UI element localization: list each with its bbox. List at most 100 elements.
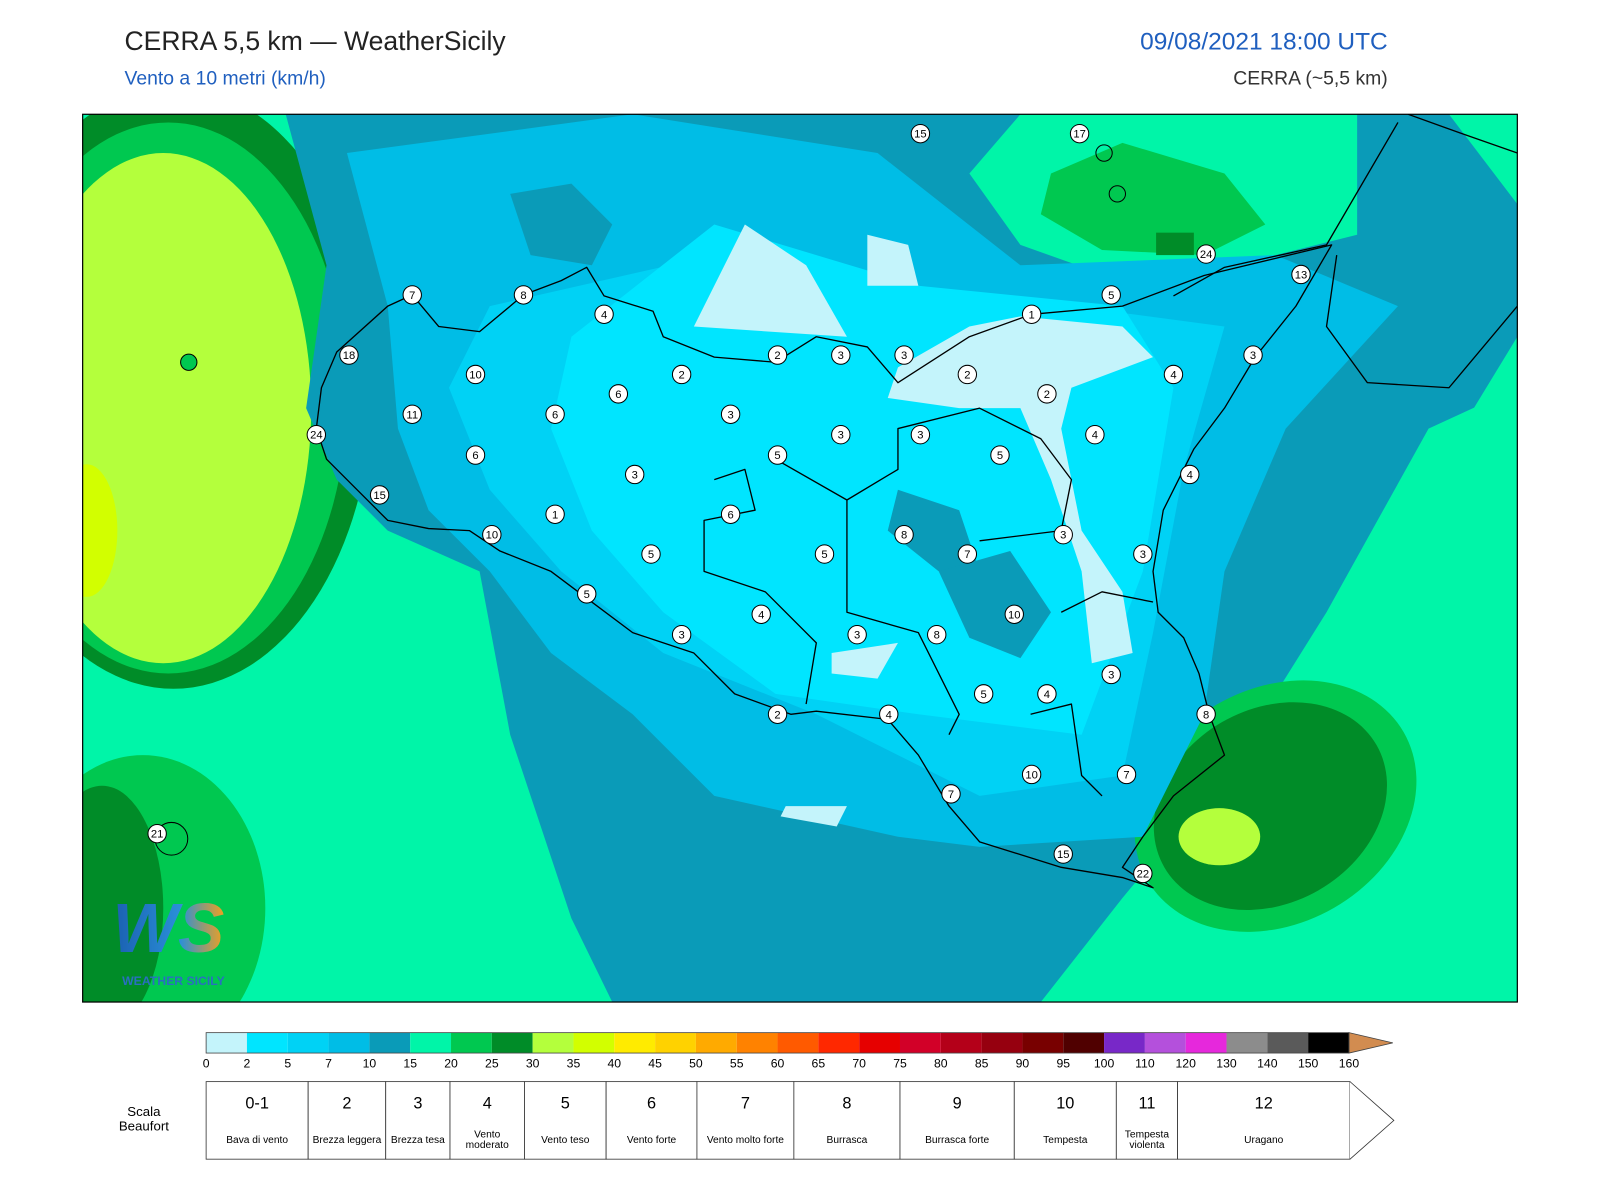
station-marker [720, 504, 741, 524]
colorbar: 0 2 5 7 10 15 20 25 30 35 40 45 50 55 60 65 70 75 80 85 90 95… [203, 1032, 1393, 1071]
subtitle: Vento a 10 metri (km/h) [124, 68, 325, 90]
beaufort-name-box: Uragano [1244, 1134, 1284, 1146]
colorbar-tick-label: 65 [812, 1057, 826, 1071]
colorbar-cell [1308, 1032, 1349, 1054]
station-marker [1133, 544, 1153, 564]
station-marker [1004, 604, 1024, 624]
beaufort-force: 9 [953, 1094, 962, 1112]
beaufort-name-box: Bava di vento [226, 1134, 289, 1146]
colorbar-cell [573, 1032, 615, 1054]
island [1095, 144, 1113, 162]
colorbar-cell [1185, 1032, 1227, 1054]
beaufort-name-box: Vento moderato [466, 1130, 509, 1150]
colorbar-cell [287, 1032, 329, 1054]
station-marker [577, 584, 597, 604]
station-value: 15 [914, 129, 926, 141]
beaufort-force: 6 [647, 1094, 656, 1112]
content: CERRA 5,5 km — WeatherSicily Vento a 10 … [82, 26, 1518, 1160]
station-marker [339, 345, 359, 365]
beaufort-name: Tempesta [1043, 1134, 1088, 1146]
station-value: 1 [552, 509, 558, 521]
field-contour [1071, 336, 1518, 1003]
station-value: 4 [1170, 369, 1176, 381]
beaufort-name-box: Vento forte [627, 1135, 676, 1145]
colorbar-cell [736, 1032, 778, 1054]
colorbar-tick-label: 5 [284, 1057, 291, 1071]
beaufort-force: 12 [1255, 1094, 1273, 1112]
colorbar-tick-label: 0 [203, 1057, 210, 1071]
colorbar-tick-label: 55 [730, 1057, 744, 1071]
station-marker [927, 624, 947, 645]
station-value: 3 [632, 469, 638, 481]
station-value: 3 [1250, 350, 1256, 362]
colorbar-tick-label: 25 [485, 1057, 499, 1071]
station-value: 7 [948, 789, 954, 801]
colorbar-frame [205, 1032, 1350, 1054]
beaufort-name: Vento molto forte [706, 1134, 784, 1146]
station-value: 21 [151, 829, 163, 841]
station-marker [545, 404, 565, 424]
colorbar-tick-label: 45 [648, 1057, 662, 1071]
station-marker [1053, 844, 1073, 864]
station-marker [957, 364, 978, 385]
station-marker [894, 345, 914, 365]
station-marker [465, 364, 486, 385]
beaufort-cell [605, 1081, 698, 1160]
colorbar-tick-label: 150 [1298, 1057, 1319, 1071]
field-contour [1178, 808, 1261, 866]
beaufort-name: Brezza leggera [312, 1134, 382, 1146]
station-value: 7 [409, 290, 415, 302]
island [1108, 185, 1127, 203]
datetime: 09/08/2021 18:00 UTC [1140, 28, 1388, 55]
station-marker [910, 424, 931, 445]
beaufort-name: Tempesta violenta [1124, 1129, 1170, 1152]
station-marker [1053, 524, 1073, 545]
station-value: 3 [1140, 549, 1146, 561]
beaufort-force: 5 [561, 1094, 570, 1112]
station-marker [1133, 863, 1153, 884]
beaufort-cell [205, 1081, 309, 1160]
station-value: 4 [1187, 469, 1193, 481]
field-contour [887, 489, 980, 572]
colorbar-tick-label: 15 [403, 1057, 417, 1071]
station-marker [402, 404, 422, 424]
station-value: 10 [469, 369, 481, 381]
station-value: 24 [310, 430, 322, 442]
station-value: 17 [1073, 129, 1085, 141]
station-value: 11 [406, 409, 418, 421]
colorbar-tick-label: 10 [363, 1057, 377, 1071]
beaufort-name: Bava di vento [226, 1134, 289, 1146]
colorbar-tick-label: 80 [934, 1057, 948, 1071]
field-contour [1156, 232, 1194, 256]
colorbar-tick-label: 140 [1257, 1057, 1278, 1071]
station-marker [1037, 684, 1057, 704]
station-marker [831, 345, 851, 365]
field-contour [693, 224, 847, 337]
station-marker [482, 524, 502, 545]
station-marker [990, 445, 1010, 465]
station-value: 4 [1092, 430, 1098, 442]
station-marker [608, 384, 629, 404]
station-marker [767, 445, 788, 465]
colorbar-cell [369, 1032, 411, 1054]
colorbar-cell [695, 1032, 737, 1054]
station-value: 13 [1295, 269, 1307, 281]
station-marker [545, 504, 565, 524]
station-marker [1116, 764, 1137, 785]
beaufort-name: Brezza tesa [390, 1134, 445, 1146]
beaufort-name: Uragano [1244, 1134, 1284, 1146]
station-marker [751, 604, 771, 624]
station-value: 5 [1108, 290, 1114, 302]
field-contour [82, 785, 164, 1003]
station-marker [147, 823, 167, 844]
colorbar-tick-label: 75 [893, 1057, 907, 1071]
colorbar-cell [246, 1032, 288, 1054]
station-marker [513, 285, 534, 305]
station-marker [1021, 304, 1042, 324]
colorbar-tick-label: 7 [325, 1057, 332, 1071]
beaufort-force: 0-1 [245, 1094, 269, 1112]
colorbar-cell [655, 1032, 696, 1054]
station-value: 6 [727, 509, 733, 521]
